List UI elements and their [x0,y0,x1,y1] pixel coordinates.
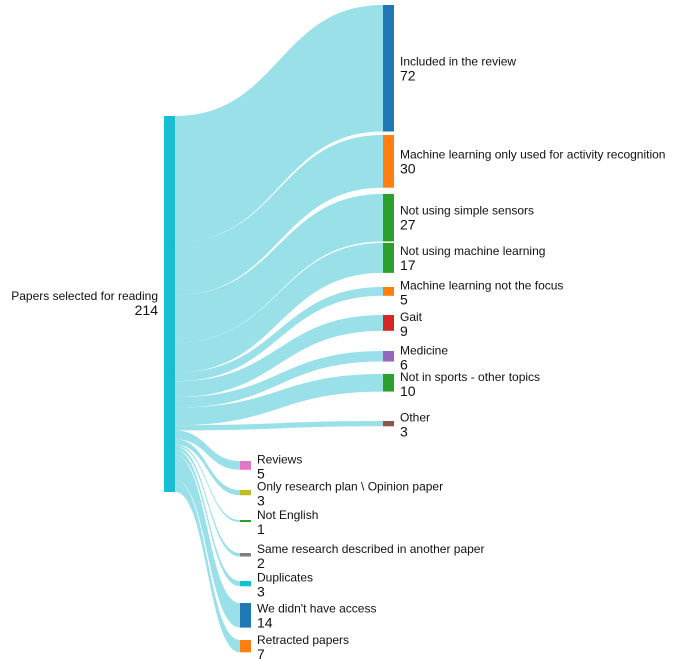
value-reviews: 5 [257,465,265,481]
link-same-research-described-in-another-paper [175,446,240,557]
node-gait [383,315,394,331]
link-not-in-sports-other-topics [175,374,383,426]
node-duplicates [240,581,251,587]
link-duplicates [175,449,240,587]
value-medicine: 6 [400,356,408,372]
value-not-in-sports-other-topics: 10 [400,383,416,399]
value-machine-learning-not-the-focus: 5 [400,291,408,307]
link-machine-learning-only-used-for-activity-recognition [175,135,383,296]
label-same-research-described-in-another-paper: Same research described in another paper [257,542,484,556]
source-value: 214 [135,302,159,318]
node-we-didn-t-have-access [240,603,251,628]
node-medicine [383,351,394,362]
node-only-research-plan-opinion-paper [240,490,251,496]
node-not-in-sports-other-topics [383,374,394,392]
label-other: Other [400,411,430,425]
node-other [383,421,394,427]
label-gait: Gait [400,310,423,324]
label-not-in-sports-other-topics: Not in sports - other topics [400,370,540,384]
label-included-in-the-review: Included in the review [400,54,516,68]
label-only-research-plan-opinion-paper: Only research plan \ Opinion paper [257,480,443,494]
link-machine-learning-not-the-focus [175,287,383,382]
link-not-english [175,444,240,522]
value-not-using-simple-sensors: 27 [400,217,416,233]
node-reviews [240,461,251,470]
link-gait [175,315,383,398]
value-other: 3 [400,424,408,440]
node-papers-selected-for-reading [164,116,175,492]
link-reviews [175,430,240,470]
value-machine-learning-only-used-for-activity-recognition: 30 [400,160,416,176]
value-same-research-described-in-another-paper: 2 [257,555,265,571]
link-medicine [175,351,383,408]
node-machine-learning-only-used-for-activity-recognition [383,135,394,188]
link-only-research-plan-opinion-paper [175,439,240,496]
label-not-english: Not English [257,508,318,522]
label-not-using-machine-learning: Not using machine learning [400,244,545,258]
value-not-using-machine-learning: 17 [400,257,416,273]
link-not-using-machine-learning [175,243,383,373]
label-medicine: Medicine [400,343,448,357]
node-layer [164,5,394,653]
node-retracted-papers [240,640,251,653]
node-same-research-described-in-another-paper [240,553,251,557]
value-duplicates: 3 [257,584,265,600]
value-included-in-the-review: 72 [400,67,416,83]
node-not-english [240,520,251,522]
link-not-using-simple-sensors [175,194,383,343]
node-not-using-machine-learning [383,243,394,273]
value-only-research-plan-opinion-paper: 3 [257,493,265,509]
node-not-using-simple-sensors [383,194,394,242]
source-label: Papers selected for reading [11,289,158,303]
link-retracted-papers [175,479,240,653]
label-machine-learning-only-used-for-activity-recognition: Machine learning only used for activity … [400,147,665,161]
label-retracted-papers: Retracted papers [257,633,349,647]
label-reviews: Reviews [257,452,302,466]
node-machine-learning-not-the-focus [383,287,394,296]
link-layer [175,5,383,653]
label-machine-learning-not-the-focus: Machine learning not the focus [400,278,563,292]
value-we-didn-t-have-access: 14 [257,614,273,630]
link-included-in-the-review [175,5,383,243]
label-we-didn-t-have-access: We didn't have access [257,601,376,615]
link-we-didn-t-have-access [175,455,240,628]
value-gait: 9 [400,323,408,339]
value-not-english: 1 [257,521,265,537]
label-duplicates: Duplicates [257,571,313,585]
node-included-in-the-review [383,5,394,132]
link-other [175,421,383,431]
value-retracted-papers: 7 [257,646,265,659]
label-not-using-simple-sensors: Not using simple sensors [400,204,534,218]
